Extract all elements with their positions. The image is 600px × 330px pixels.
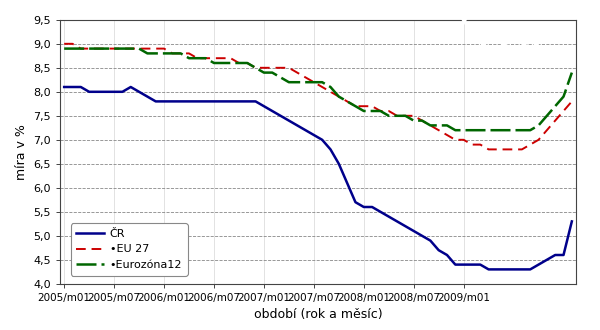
Legend: ČR, •EU 27, •Eurozóna12: ČR, •EU 27, •Eurozóna12 [71, 223, 188, 276]
Y-axis label: míra v %: míra v % [15, 124, 28, 180]
Text: ČSÚ: ČSÚ [478, 36, 542, 63]
X-axis label: období (rok a měsíc): období (rok a měsíc) [254, 308, 382, 321]
Text: ▼: ▼ [461, 16, 467, 26]
